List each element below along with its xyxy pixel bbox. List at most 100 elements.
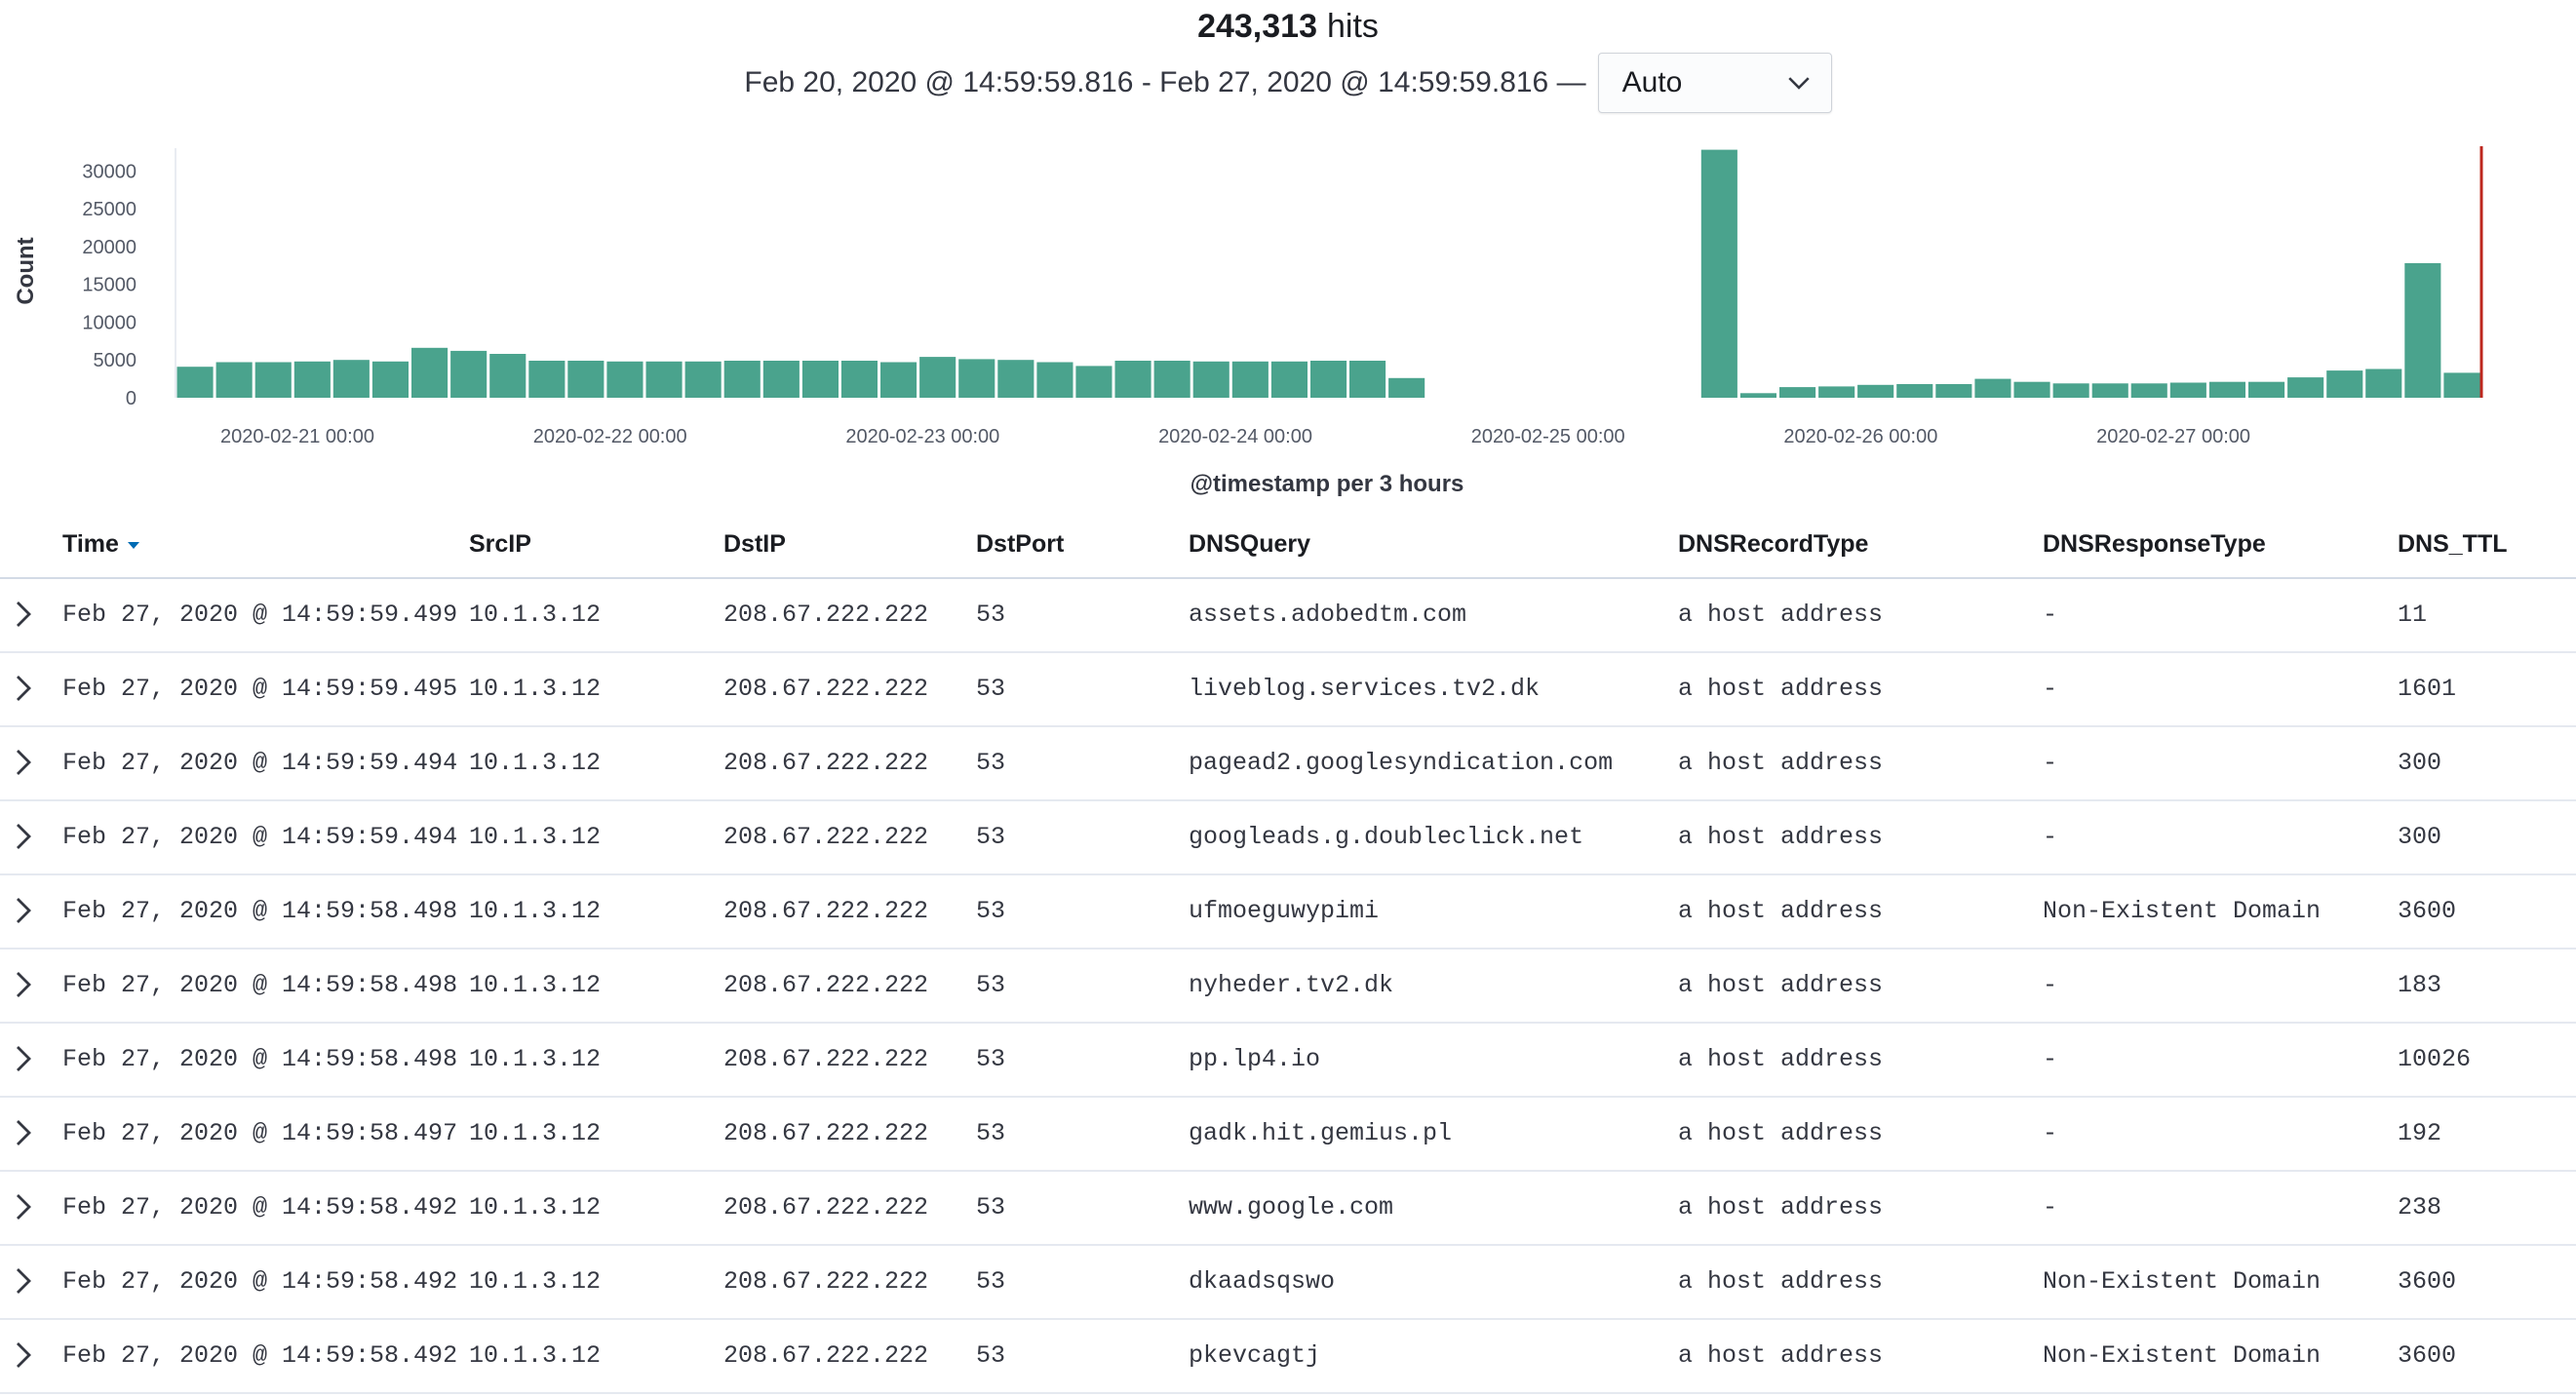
- histogram-bar[interactable]: [215, 362, 253, 399]
- column-header-srcip[interactable]: SrcIP: [469, 530, 531, 558]
- column-header-dstip[interactable]: DstIP: [723, 530, 786, 558]
- histogram-bar[interactable]: [2443, 372, 2480, 398]
- histogram-bar[interactable]: [2365, 368, 2402, 399]
- column-header-dnsrecordtype[interactable]: DNSRecordType: [1678, 530, 1869, 558]
- histogram-bar[interactable]: [684, 361, 722, 398]
- cell-dns-response-type: -: [2043, 823, 2058, 851]
- histogram-bar[interactable]: [723, 361, 761, 398]
- chevron-right-icon[interactable]: [14, 675, 33, 702]
- table-row[interactable]: Feb 27, 2020 @ 14:59:59.499 10.1.3.12 208.…: [0, 579, 2576, 653]
- histogram-bar[interactable]: [2248, 381, 2285, 398]
- chevron-right-icon[interactable]: [14, 749, 33, 776]
- histogram-bar[interactable]: [2091, 383, 2128, 398]
- column-header-dnsresponsetype[interactable]: DNSResponseType: [2043, 530, 2266, 558]
- chevron-right-icon[interactable]: [14, 1045, 33, 1072]
- histogram-bar[interactable]: [1310, 361, 1347, 398]
- table-row[interactable]: Feb 27, 2020 @ 14:59:58.492 10.1.3.12 208.…: [0, 1246, 2576, 1320]
- histogram-bar[interactable]: [332, 360, 370, 398]
- histogram-bar[interactable]: [997, 360, 1034, 398]
- histogram-bar[interactable]: [1114, 361, 1151, 398]
- chevron-right-icon[interactable]: [14, 1341, 33, 1369]
- histogram-bar[interactable]: [293, 361, 331, 398]
- table-row[interactable]: Feb 27, 2020 @ 14:59:59.494 10.1.3.12 208.…: [0, 801, 2576, 875]
- histogram-bar[interactable]: [2287, 377, 2324, 398]
- histogram-bar[interactable]: [1075, 366, 1112, 398]
- histogram-bar[interactable]: [1739, 393, 1776, 398]
- chevron-right-icon[interactable]: [14, 1193, 33, 1221]
- histogram-bar[interactable]: [919, 357, 956, 398]
- histogram-bar[interactable]: [411, 347, 449, 398]
- column-header-dnsttl[interactable]: DNS_TTL: [2398, 530, 2508, 558]
- histogram-bar[interactable]: [1153, 361, 1190, 398]
- histogram-bar[interactable]: [489, 354, 527, 398]
- histogram-bar[interactable]: [645, 361, 683, 398]
- histogram-bar[interactable]: [1935, 384, 1972, 398]
- histogram-bar[interactable]: [2169, 382, 2206, 399]
- cell-dns-query: liveblog.services.tv2.dk: [1189, 675, 1541, 703]
- cell-src-ip: 10.1.3.12: [469, 675, 602, 703]
- cell-dst-ip: 208.67.222.222: [723, 675, 929, 703]
- histogram-bar[interactable]: [801, 361, 839, 398]
- chevron-right-icon[interactable]: [14, 897, 33, 924]
- histogram-bar[interactable]: [840, 361, 878, 398]
- histogram-bar[interactable]: [1857, 384, 1894, 398]
- histogram-bars[interactable]: [176, 149, 2480, 399]
- histogram-bar[interactable]: [2130, 383, 2167, 398]
- histogram-bar[interactable]: [2052, 383, 2089, 398]
- table-row[interactable]: Feb 27, 2020 @ 14:59:58.492 10.1.3.12 208.…: [0, 1320, 2576, 1394]
- table-row[interactable]: Feb 27, 2020 @ 14:59:58.497 10.1.3.12 208.…: [0, 1098, 2576, 1172]
- table-row[interactable]: Feb 27, 2020 @ 14:59:58.498 10.1.3.12 208.…: [0, 950, 2576, 1024]
- histogram-bar[interactable]: [1700, 149, 1737, 398]
- table-row[interactable]: Feb 27, 2020 @ 14:59:59.495 10.1.3.12 208.…: [0, 653, 2576, 727]
- histogram-bar[interactable]: [2404, 262, 2441, 398]
- chevron-right-icon[interactable]: [14, 823, 33, 850]
- histogram-bar[interactable]: [371, 361, 409, 398]
- table-row[interactable]: Feb 27, 2020 @ 14:59:58.498 10.1.3.12 208.…: [0, 875, 2576, 950]
- column-header-dstport[interactable]: DstPort: [976, 530, 1065, 558]
- histogram-bar[interactable]: [606, 361, 644, 398]
- cell-dns-ttl: 1601: [2398, 675, 2457, 703]
- cell-dst-port: 53: [976, 971, 1006, 999]
- histogram-bar[interactable]: [1388, 377, 1425, 398]
- histogram-bar[interactable]: [528, 361, 566, 398]
- interval-select[interactable]: Auto: [1597, 53, 1832, 113]
- histogram-bar[interactable]: [176, 367, 214, 398]
- cell-src-ip: 10.1.3.12: [469, 749, 602, 777]
- x-tick-label: 2020-02-26 00:00: [1783, 426, 1937, 447]
- sort-down-icon[interactable]: [127, 540, 140, 550]
- histogram-bar[interactable]: [2326, 370, 2363, 398]
- chevron-right-icon[interactable]: [14, 1119, 33, 1146]
- column-header-time[interactable]: Time: [62, 530, 140, 559]
- histogram-bar[interactable]: [958, 359, 995, 398]
- chevron-right-icon[interactable]: [14, 971, 33, 998]
- histogram-bar[interactable]: [2208, 381, 2245, 398]
- cell-dns-query: dkaadsqswo: [1189, 1267, 1336, 1296]
- cell-src-ip: 10.1.3.12: [469, 1193, 602, 1222]
- histogram-bar[interactable]: [1974, 378, 2011, 398]
- histogram-bar[interactable]: [880, 362, 917, 399]
- histogram-chart[interactable]: Count @timestamp per 3 hours 0 5000 10000 1…: [0, 136, 2576, 507]
- chevron-right-icon[interactable]: [14, 1267, 33, 1295]
- histogram-bar[interactable]: [1270, 361, 1308, 398]
- cell-dst-ip: 208.67.222.222: [723, 601, 929, 629]
- histogram-bar[interactable]: [1349, 361, 1386, 398]
- histogram-bar[interactable]: [1818, 386, 1855, 398]
- histogram-bar[interactable]: [1896, 384, 1933, 398]
- histogram-bar[interactable]: [1779, 387, 1816, 398]
- table-row[interactable]: Feb 27, 2020 @ 14:59:58.498 10.1.3.12 208.…: [0, 1024, 2576, 1098]
- histogram-bar[interactable]: [1036, 362, 1073, 399]
- histogram-svg[interactable]: Count @timestamp per 3 hours 0 5000 10000 1…: [0, 136, 2576, 507]
- chevron-right-icon[interactable]: [14, 601, 33, 628]
- histogram-bar[interactable]: [2013, 381, 2050, 398]
- histogram-bar[interactable]: [450, 350, 488, 398]
- histogram-bar[interactable]: [567, 361, 605, 398]
- table-row[interactable]: Feb 27, 2020 @ 14:59:58.492 10.1.3.12 208.…: [0, 1172, 2576, 1246]
- cell-src-ip: 10.1.3.12: [469, 1267, 602, 1296]
- column-header-dnsquery[interactable]: DNSQuery: [1189, 530, 1311, 558]
- histogram-bar[interactable]: [254, 362, 292, 399]
- table-row[interactable]: Feb 27, 2020 @ 14:59:59.494 10.1.3.12 208.…: [0, 727, 2576, 801]
- cell-time: Feb 27, 2020 @ 14:59:58.497: [62, 1119, 458, 1147]
- histogram-bar[interactable]: [1231, 361, 1268, 398]
- histogram-bar[interactable]: [762, 361, 800, 398]
- histogram-bar[interactable]: [1192, 361, 1229, 398]
